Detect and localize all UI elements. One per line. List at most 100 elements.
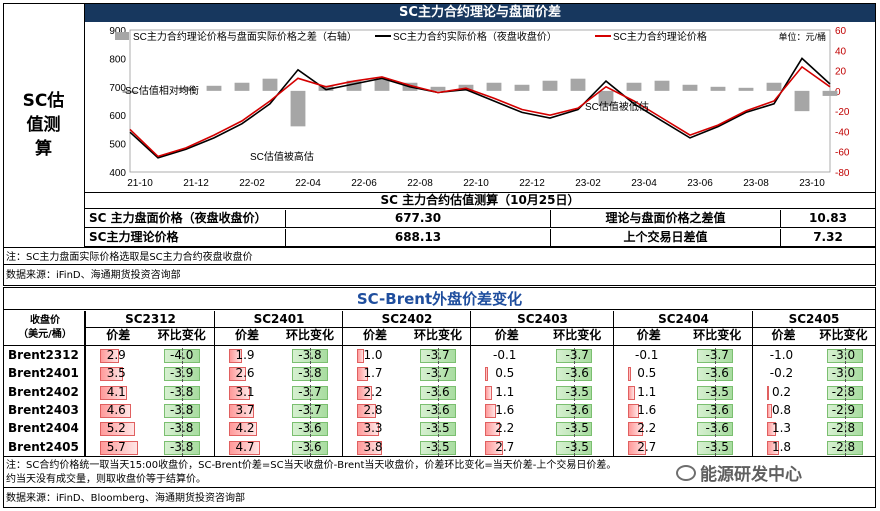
spread-databar: [100, 403, 131, 418]
spread-bar: [262, 78, 278, 91]
valuation-value: 688.13: [285, 229, 550, 247]
zero-axis: [181, 439, 183, 456]
spread-databar: [357, 422, 379, 437]
spread-databar: [357, 385, 372, 400]
spread-databar: [485, 422, 500, 437]
valuation-row: SC 主力盘面价格（夜盘收盘价） 677.30 理论与盘面价格之差值 10.83: [85, 209, 875, 228]
brent-note-cont: 约当天没有成交量，则取收盘价等于结算价。: [6, 474, 206, 485]
x-tick: 22-08: [407, 178, 433, 189]
spread-databar: [229, 403, 254, 418]
legend-item: SC主力合约理论价格: [595, 30, 707, 43]
zero-axis: [438, 439, 439, 456]
contract-header: SC2401: [214, 312, 343, 328]
spread-bar: [626, 82, 642, 91]
spread-value: 1.7: [363, 366, 383, 381]
spread-bar: [598, 90, 614, 107]
change-value: -3.6: [705, 402, 729, 417]
spread-databar: [485, 385, 493, 400]
y-right-tick: 0: [835, 87, 841, 98]
spread-databar: [628, 367, 632, 382]
spread-value: 2.7: [495, 439, 515, 454]
spread-bar: [122, 90, 138, 93]
change-value: -2.9: [831, 402, 856, 417]
spread-bar: [710, 86, 726, 91]
zero-axis: [714, 366, 716, 383]
spread-bar: [290, 90, 306, 127]
change-value: -3.6: [705, 421, 729, 436]
change-value: -3.8: [170, 384, 194, 399]
change-value: -3.5: [705, 384, 729, 399]
zero-axis: [438, 402, 439, 419]
spread-value: 0.2: [771, 384, 792, 399]
change-value: -3.7: [426, 348, 450, 362]
x-tick: 21-10: [127, 178, 153, 189]
spread-bar: [542, 80, 558, 91]
x-tick: 23-02: [575, 178, 601, 189]
spread-value: 5.7: [106, 439, 126, 454]
spread-value: 2.8: [363, 402, 383, 417]
zero-axis: [845, 402, 846, 419]
zero-axis: [310, 421, 311, 438]
row-label: Brent2312: [8, 348, 79, 362]
legend-item: SC主力合约理论价格与盘面实际价格之差（右轴）: [115, 30, 357, 43]
valuation-value: 677.30: [285, 210, 550, 228]
y-left-tick: 800: [109, 54, 126, 65]
change-value: -3.5: [565, 439, 589, 454]
spread-value: 2.7: [637, 439, 657, 454]
spread-value: 3.5: [106, 366, 126, 381]
spread-databar: [485, 440, 503, 455]
spread-databar: [485, 367, 489, 382]
zero-axis: [310, 402, 311, 419]
change-subheader: 环比变化: [413, 328, 462, 342]
spread-databar: [229, 422, 257, 437]
zero-axis: [714, 421, 716, 438]
spread-value: 1.9: [235, 348, 255, 362]
plot-area: [129, 29, 831, 173]
change-subheader: 环比变化: [157, 328, 206, 342]
change-subheader: 环比变化: [553, 328, 602, 342]
spread-databar: [628, 403, 639, 418]
zero-axis: [438, 421, 439, 438]
change-subheader: 环比变化: [285, 328, 334, 342]
contract-header: SC2312: [85, 312, 215, 328]
spread-bar: [206, 85, 222, 91]
brent-note: 注：SC合约价格统一取当天15:00收盘价，SC-Brent价差=SC当天收盘价…: [6, 460, 617, 471]
row-label: Brent2405: [8, 439, 79, 454]
y-left-tick: 700: [109, 83, 126, 94]
spread-bar: [514, 84, 530, 91]
zero-axis: [714, 402, 716, 419]
unit-label: 单位：元/桶: [778, 31, 826, 42]
zero-axis: [181, 366, 183, 383]
x-tick: 23-10: [799, 178, 825, 189]
spread-value: 1.8: [771, 439, 792, 454]
y-right-tick: 20: [835, 67, 847, 78]
chart-annotation: SC估值被高估: [250, 150, 314, 163]
spread-databar: [229, 440, 261, 455]
column-divider: [752, 311, 753, 456]
valuation-row: SC主力理论价格 688.13 上个交易日差值 7.32: [85, 228, 875, 247]
valuation-label2: 上个交易日差值: [550, 229, 780, 247]
y-right-tick: -60: [835, 148, 850, 159]
spread-databar: [357, 403, 376, 418]
label-column-divider: [84, 311, 85, 456]
legend-item: SC主力合约实际价格（夜盘收盘价）: [375, 30, 557, 43]
zero-axis: [573, 366, 575, 383]
zero-axis: [181, 348, 183, 364]
change-value: -3.0: [831, 348, 856, 362]
valuation-label2: 理论与盘面价格之差值: [550, 210, 780, 228]
spread-bar: [234, 82, 250, 91]
zero-axis: [438, 384, 439, 401]
valuation-label: SC主力理论价格: [89, 230, 179, 244]
brent-title: SC-Brent外盘价差变化: [356, 290, 523, 308]
row-label: Brent2403: [8, 402, 79, 417]
spread-value: 0.5: [637, 366, 657, 381]
change-value: -3.6: [298, 439, 322, 454]
zero-axis: [310, 384, 311, 401]
spread-value: 0.5: [495, 366, 515, 381]
zero-axis: [310, 439, 311, 456]
zero-axis: [573, 439, 575, 456]
column-divider: [613, 311, 614, 456]
watermark-text: 能源研发中心: [700, 465, 802, 485]
spread-databar: [229, 349, 242, 363]
spread-value: 2.6: [235, 366, 255, 381]
